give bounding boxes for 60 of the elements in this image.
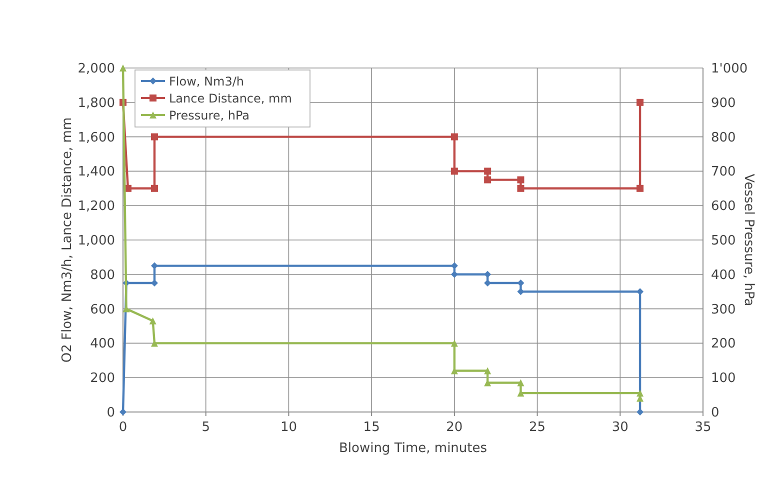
y2-tick-label: 200	[711, 336, 736, 352]
x-tick-label: 5	[202, 420, 210, 435]
y2-tick-label: 800	[711, 130, 736, 146]
point	[517, 280, 524, 286]
y2-tick-label: 600	[711, 199, 736, 214]
legend-label: Flow, Nm3/h	[169, 74, 244, 88]
point	[484, 168, 492, 175]
point	[484, 367, 492, 374]
y2-tick-label: 700	[711, 164, 736, 180]
point	[150, 184, 158, 192]
point	[450, 340, 458, 347]
point	[517, 288, 524, 296]
y2-tick-label: 900	[711, 96, 736, 111]
point	[517, 379, 524, 386]
y-tick-label: 1,800	[78, 96, 115, 111]
x-tick-label: 35	[694, 420, 712, 435]
y-tick-label: 600	[90, 302, 115, 318]
x-tick-label: 25	[529, 420, 546, 435]
y-tick-label: 1,400	[78, 164, 115, 180]
y-tick-label: 0	[106, 406, 115, 420]
point	[484, 176, 492, 184]
y-tick-label: 1,600	[78, 130, 115, 146]
point	[150, 262, 158, 270]
y2-tick-label: 500	[711, 234, 736, 248]
y-tick-label: 200	[90, 371, 115, 386]
point	[517, 176, 524, 184]
point	[120, 64, 126, 72]
x-tick-label: 0	[118, 420, 128, 435]
point	[450, 270, 458, 278]
x-axis-title: Blowing Time, minutes	[338, 441, 488, 456]
point	[636, 408, 644, 416]
point	[450, 133, 458, 140]
y-tick-label: 400	[90, 336, 115, 352]
point	[636, 98, 644, 106]
y-axis-title: O2 Flow, Nm3/h, Lance Distance, mm	[60, 117, 75, 363]
point	[517, 184, 524, 192]
y2-tick-label: 0	[711, 406, 720, 420]
y2-tick-label: 1'000	[711, 62, 748, 76]
legend-label: Pressure, hPa	[169, 108, 250, 122]
y2-axis-title: Vessel Pressure, hPa	[741, 174, 756, 306]
y2-tick-label: 300	[711, 302, 736, 318]
point	[636, 184, 644, 192]
point	[636, 288, 644, 296]
y-tick-label: 1,000	[78, 234, 115, 248]
x-tick-label: 30	[612, 420, 628, 435]
point	[450, 262, 458, 270]
point	[150, 133, 158, 140]
y2-tick-label: 400	[711, 268, 736, 283]
y-tick-label: 2,000	[78, 62, 115, 76]
x-tick-label: 15	[363, 420, 380, 435]
point	[450, 168, 458, 175]
y2-tick-label: 100	[711, 371, 736, 386]
y-tick-label: 800	[90, 268, 115, 283]
point	[484, 270, 492, 278]
y-tick-label: 1,200	[78, 199, 115, 214]
point	[149, 317, 156, 324]
legend-label: Lance Distance, mm	[169, 92, 292, 106]
point	[636, 390, 644, 397]
x-tick-label: 10	[280, 420, 297, 435]
x-tick-label: 20	[446, 420, 463, 435]
